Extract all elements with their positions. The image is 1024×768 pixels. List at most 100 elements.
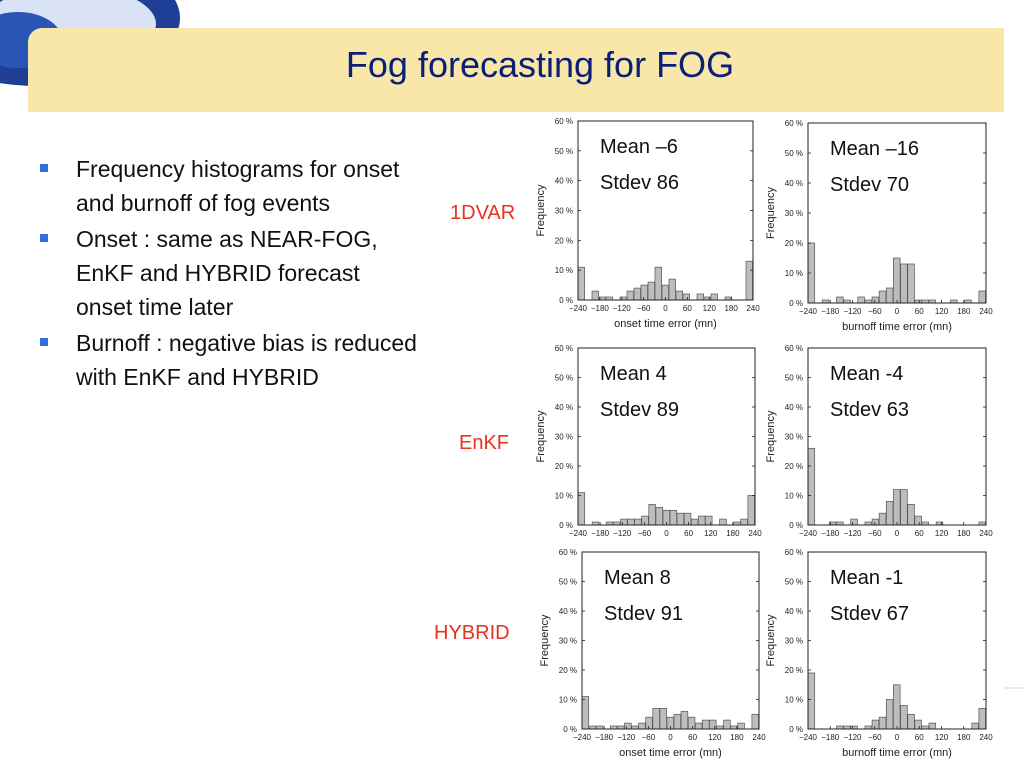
histogram-bar xyxy=(719,518,727,526)
histogram-bar xyxy=(885,287,894,304)
y-tick-label: 40 % xyxy=(559,607,577,616)
y-tick-label: 20 % xyxy=(785,462,803,471)
y-tick-label: 40 % xyxy=(785,403,803,412)
histogram-bar xyxy=(647,281,655,301)
histogram-bar xyxy=(871,518,880,526)
x-tick-label: −120 xyxy=(843,733,862,742)
x-axis-label: onset time error (mn) xyxy=(614,318,717,330)
y-tick-label: 30 % xyxy=(785,209,803,218)
histogram-bar xyxy=(871,296,880,304)
x-tick-label: −180 xyxy=(591,529,610,538)
y-tick-label: 0 % xyxy=(563,725,577,734)
histogram-bar xyxy=(971,722,979,730)
y-tick-label: 50 % xyxy=(559,578,577,587)
histogram-bar xyxy=(641,515,649,526)
y-tick-label: 30 % xyxy=(555,207,573,216)
y-axis-label: Frequency xyxy=(765,614,777,666)
y-axis-label: Frequency xyxy=(535,410,547,462)
y-tick-label: 20 % xyxy=(555,462,573,471)
y-tick-label: 60 % xyxy=(555,344,573,353)
y-tick-label: 20 % xyxy=(555,236,573,245)
histogram-bar xyxy=(900,489,908,526)
x-tick-label: 120 xyxy=(935,733,949,742)
x-tick-label: 0 xyxy=(895,529,900,538)
histogram-bar xyxy=(627,518,635,526)
histogram-bar xyxy=(690,518,699,526)
x-tick-label: 120 xyxy=(935,307,949,316)
y-tick-label: 0 % xyxy=(789,521,803,530)
row-label-hybrid: HYBRID xyxy=(434,622,510,644)
histogram-bar xyxy=(581,696,590,730)
mean-annotation: Mean -1 xyxy=(830,567,903,589)
histogram-bar xyxy=(857,296,865,304)
x-tick-label: −180 xyxy=(821,733,840,742)
x-tick-label: −180 xyxy=(595,733,614,742)
x-tick-label: −60 xyxy=(637,304,651,313)
x-tick-label: 60 xyxy=(915,733,924,742)
histogram-bar xyxy=(907,263,915,304)
x-tick-label: −240 xyxy=(573,733,592,742)
histogram-bar xyxy=(900,263,908,304)
mean-annotation: Mean 4 xyxy=(600,363,667,385)
x-tick-label: 60 xyxy=(683,304,692,313)
y-tick-label: 50 % xyxy=(785,374,803,383)
histogram-bar xyxy=(640,284,648,301)
histogram-bar xyxy=(978,290,986,304)
histogram-bar xyxy=(978,708,986,730)
x-tick-label: 240 xyxy=(979,529,993,538)
histogram-enkf-onset: 0 % 10 % 20 % 30 % 40 % 50 % 60 % −240 −180 −120−… xyxy=(535,344,762,538)
y-axis-label: Frequency xyxy=(765,187,777,239)
y-tick-label: 20 % xyxy=(785,666,803,675)
y-tick-label: 40 % xyxy=(785,179,803,188)
histogram-bar xyxy=(900,705,908,730)
x-tick-label: 180 xyxy=(957,733,971,742)
bullet-item: Onset : same as NEAR-FOG, EnKF and HYBRI… xyxy=(40,222,420,324)
histogram-bar xyxy=(710,293,718,301)
x-tick-label: 0 xyxy=(895,733,900,742)
y-axis-label: Frequency xyxy=(535,184,547,236)
histogram-bar xyxy=(878,290,887,304)
histogram-bar xyxy=(626,290,634,301)
histogram-bar xyxy=(652,708,660,730)
bullet-text: Burnoff : negative bias is reduced with … xyxy=(76,330,417,390)
y-tick-label: 60 % xyxy=(555,117,573,126)
x-tick-label: 120 xyxy=(708,733,722,742)
histogram-bar xyxy=(737,722,745,730)
histogram-bar xyxy=(683,512,692,526)
histogram-bar xyxy=(638,722,646,730)
bullet-item: Frequency histograms for onset and burno… xyxy=(40,152,420,220)
y-tick-label: 40 % xyxy=(555,177,573,186)
y-tick-label: 10 % xyxy=(555,266,573,275)
y-tick-label: 10 % xyxy=(559,696,577,705)
x-tick-label: −60 xyxy=(868,307,882,316)
x-tick-label: 180 xyxy=(724,304,738,313)
histogram-bar xyxy=(659,708,667,730)
histogram-bar xyxy=(675,290,683,301)
y-tick-label: 60 % xyxy=(785,548,803,557)
stdev-annotation: Stdev 63 xyxy=(830,399,909,421)
x-tick-label: −120 xyxy=(613,304,632,313)
y-tick-label: 30 % xyxy=(785,637,803,646)
histogram-bar xyxy=(620,518,628,526)
x-tick-label: 120 xyxy=(703,304,717,313)
stdev-annotation: Stdev 91 xyxy=(604,603,683,625)
histogram-bar xyxy=(694,722,703,730)
mean-annotation: Mean –16 xyxy=(830,138,919,160)
x-tick-label: 120 xyxy=(704,529,718,538)
histogram-bar xyxy=(807,672,816,730)
histogram-bar xyxy=(687,716,696,730)
x-axis-label: burnoff time error (mn) xyxy=(842,747,952,759)
histogram-bar xyxy=(878,716,887,730)
histogram-bar xyxy=(696,293,704,301)
bullet-text: Frequency histograms for onset and burno… xyxy=(76,156,400,216)
histogram-bar xyxy=(893,257,901,304)
row-label-enkf: EnKF xyxy=(459,432,510,454)
x-tick-label: −180 xyxy=(821,529,840,538)
histogram-bar xyxy=(634,518,642,526)
x-tick-label: −240 xyxy=(799,307,818,316)
x-tick-label: −120 xyxy=(617,733,636,742)
histogram-bar xyxy=(914,515,922,526)
row-label-1dvar: 1DVAR xyxy=(450,202,516,224)
y-tick-label: 50 % xyxy=(555,374,573,383)
